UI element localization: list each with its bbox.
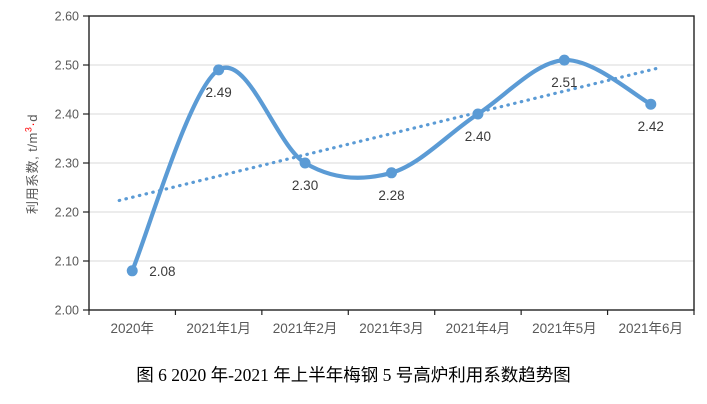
gridlines: [89, 64, 694, 262]
y-tick-label: 2.00: [55, 304, 79, 318]
y-tick-label: 2.50: [55, 59, 79, 73]
y-tick-label: 2.60: [55, 10, 79, 24]
y-axis-title-middot: ·: [25, 121, 40, 127]
data-point-marker: [558, 54, 570, 66]
y-axis-title-unit: d: [25, 114, 40, 122]
y-tick-label: 2.10: [55, 255, 79, 269]
y-tick-label: 2.20: [55, 206, 79, 220]
data-point-markers: [126, 54, 657, 277]
y-tick-label: 2.40: [55, 108, 79, 122]
y-axis-title: 利用系数, t/m3·d: [22, 79, 42, 249]
data-point-marker: [645, 98, 657, 110]
x-axis-label: 2020年: [110, 321, 154, 336]
data-point-marker: [213, 64, 225, 76]
x-axis-label: 2021年4月: [446, 321, 511, 336]
data-label: 2.42: [638, 119, 664, 134]
data-label: 2.49: [206, 85, 232, 100]
x-axis-label: 2021年6月: [619, 321, 684, 336]
data-label: 2.08: [149, 264, 175, 279]
data-label: 2.40: [465, 129, 491, 144]
x-axis-label: 2021年3月: [359, 321, 424, 336]
utilization-trend-chart: 2.00 2.10 2.20 2.30 2.40 2.50 2.60 2020年 2021年1月…: [22, 10, 695, 336]
data-point-marker: [299, 157, 311, 169]
trendline: [117, 65, 664, 203]
x-axis-label: 2021年2月: [273, 321, 338, 336]
data-point-marker: [126, 265, 138, 277]
line-chart-svg: 2.00 2.10 2.20 2.30 2.40 2.50 2.60 2020年 2021年1月…: [55, 10, 695, 336]
y-tick-label: 2.30: [55, 157, 79, 171]
y-axis-title-superscript: 3: [23, 126, 34, 133]
y-axis: 2.00 2.10 2.20 2.30 2.40 2.50 2.60: [55, 10, 89, 318]
x-axis: 2020年 2021年1月 2021年2月 2021年3月 2021年4月 2021年5月…: [88, 310, 695, 336]
x-axis-label: 2021年1月: [186, 321, 251, 336]
figure-caption: 图 6 2020 年-2021 年上半年梅钢 5 号高炉利用系数趋势图: [136, 365, 571, 385]
data-label: 2.28: [378, 188, 404, 203]
data-point-marker: [472, 108, 484, 120]
y-axis-title-text: 利用系数, t/m: [25, 132, 40, 214]
data-label: 2.30: [292, 178, 318, 193]
x-axis-label: 2021年5月: [532, 321, 597, 336]
data-labels: 2.08 2.49 2.30 2.28 2.40 2.51 2.42: [149, 75, 664, 279]
data-label: 2.51: [551, 75, 577, 90]
data-point-marker: [386, 167, 397, 179]
